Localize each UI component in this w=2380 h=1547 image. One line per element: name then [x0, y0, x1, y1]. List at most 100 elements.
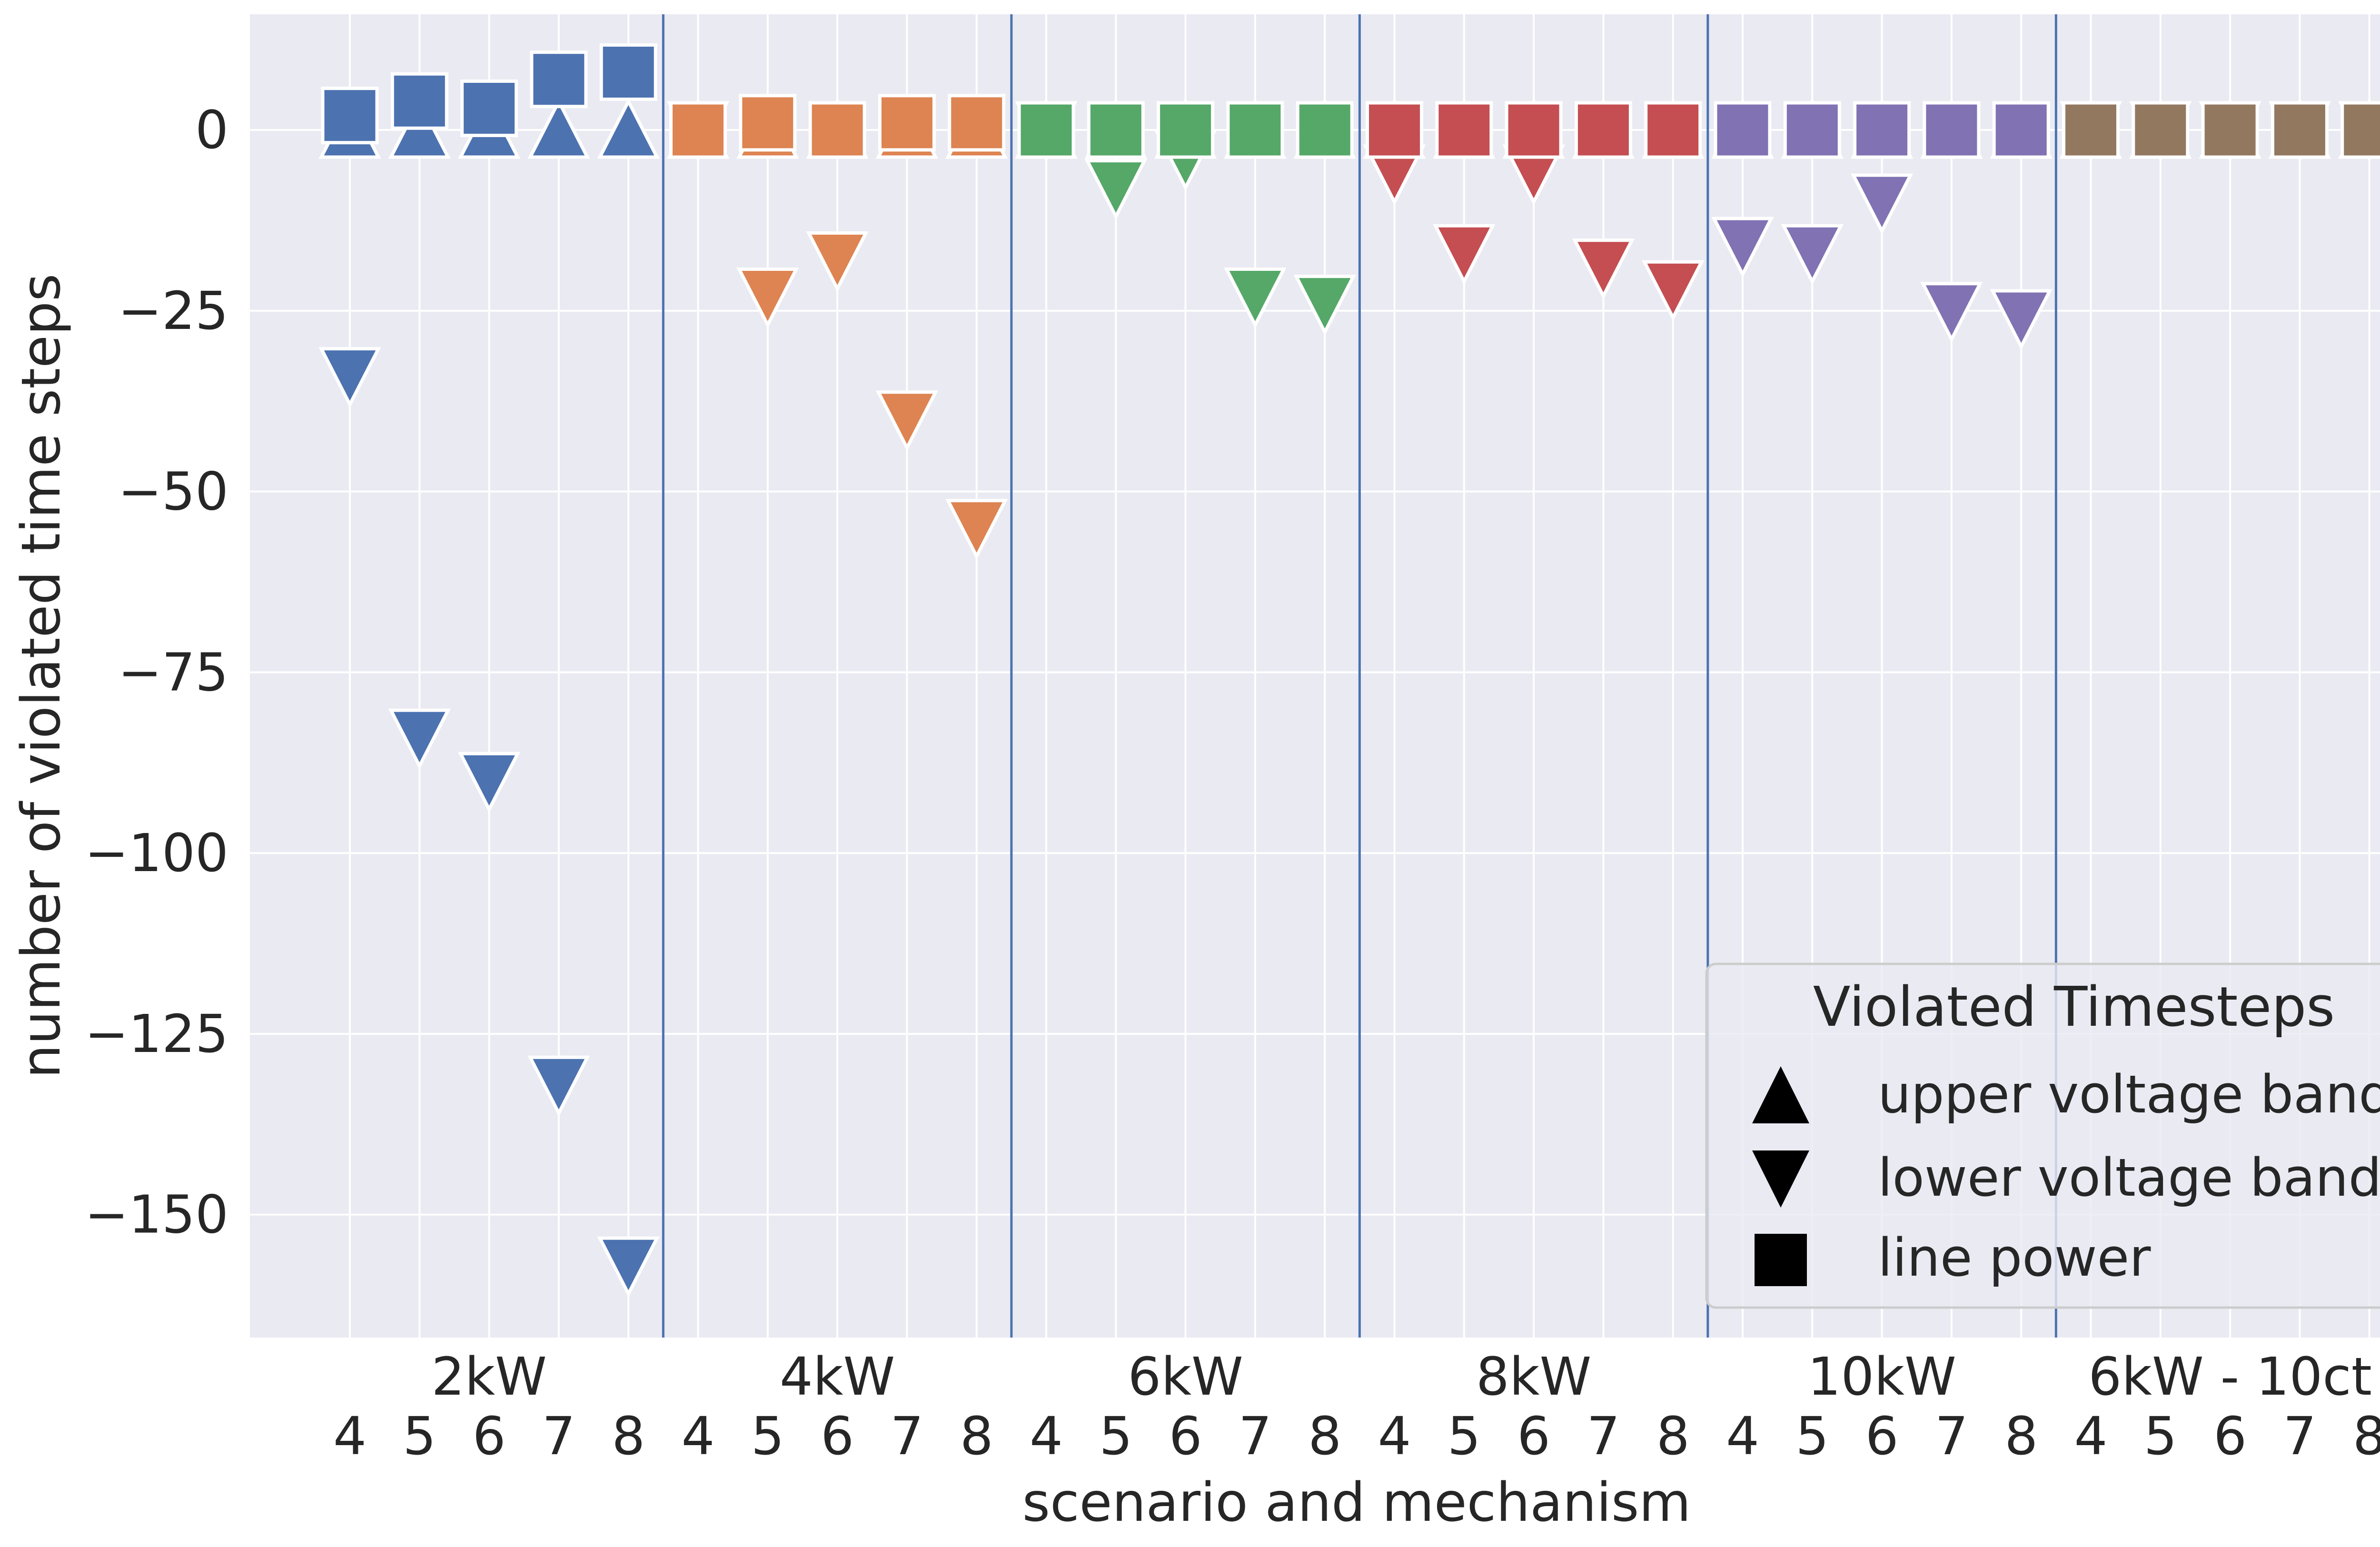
x-tick-label-mechanism: 7	[1935, 1406, 1968, 1467]
x-tick-label-mechanism: 5	[1795, 1406, 1829, 1467]
marker-lower-voltage-band	[1711, 217, 1774, 278]
x-tick-label-mechanism: 4	[682, 1406, 715, 1467]
marker-line-power	[669, 101, 727, 159]
x-tick-label-scenario: 2kW	[431, 1346, 546, 1407]
legend-entry-upper-voltage-band: upper voltage band	[1878, 1064, 2380, 1125]
marker-line-power	[808, 101, 866, 159]
marker-upper-voltage-band	[597, 98, 660, 159]
legend-title: Violated Timesteps	[1813, 975, 2335, 1039]
x-tick-label-mechanism: 4	[1726, 1406, 1759, 1467]
marker-line-power	[1783, 101, 1841, 159]
marker-lower-voltage-band	[1920, 282, 1983, 343]
x-tick-label-scenario: 4kW	[780, 1346, 895, 1407]
marker-line-power	[2132, 101, 2190, 159]
legend-entry-line-power: line power	[1878, 1227, 2151, 1288]
legend: Violated Timesteps upper voltage band lo…	[1705, 962, 2380, 1309]
marker-line-power	[390, 72, 448, 130]
marker-lower-voltage-band	[388, 708, 451, 770]
x-tick-label-mechanism: 5	[1099, 1406, 1132, 1467]
marker-line-power	[1644, 101, 1702, 159]
y-tick-label: −75	[118, 642, 228, 703]
legend-entry-lower-voltage-band: lower voltage band	[1878, 1147, 2380, 1208]
x-tick-label-mechanism: 5	[1448, 1406, 1481, 1467]
marker-line-power	[1226, 101, 1284, 159]
marker-line-power	[1923, 101, 1981, 159]
marker-line-power	[1366, 101, 1423, 159]
x-tick-label-scenario: 6kW	[1128, 1346, 1243, 1407]
marker-lower-voltage-band	[1850, 173, 1914, 235]
x-tick-label-mechanism: 6	[473, 1406, 506, 1467]
x-tick-label-mechanism: 5	[403, 1406, 436, 1467]
y-tick-labels: 0 −25 −50 −75 −100 −125 −150	[85, 99, 228, 1245]
legend-box	[1705, 962, 2380, 1309]
x-tick-label-mechanism: 8	[1656, 1406, 1690, 1467]
x-tick-label-mechanism: 7	[1239, 1406, 1272, 1467]
marker-line-power	[2062, 101, 2120, 159]
marker-lower-voltage-band	[1781, 224, 1844, 285]
x-tick-label-mechanism: 6	[1517, 1406, 1550, 1467]
marker-line-power	[1087, 101, 1145, 159]
marker-lower-voltage-band	[1572, 238, 1635, 300]
marker-lower-voltage-band	[1084, 159, 1148, 220]
marker-lower-voltage-band	[1433, 224, 1496, 285]
legend-triangle-up-icon	[1752, 1066, 1809, 1123]
marker-lower-voltage-band	[597, 1236, 660, 1298]
marker-lower-voltage-band	[527, 1055, 590, 1117]
marker-line-power	[1017, 101, 1075, 159]
x-tick-label-mechanism: 8	[960, 1406, 993, 1467]
x-tick-label-scenario: 6kW - 10ct	[2088, 1346, 2372, 1407]
y-tick-label: −100	[85, 823, 228, 883]
x-tick-label-mechanism: 4	[333, 1406, 367, 1467]
x-tick-label-mechanism: 7	[2283, 1406, 2316, 1467]
data-marks	[318, 43, 2380, 1298]
x-axis-label: scenario and mechanism	[1022, 1472, 1691, 1534]
marker-lower-voltage-band	[1641, 260, 1705, 321]
y-tick-label: −50	[118, 461, 228, 522]
marker-lower-voltage-band	[1293, 275, 1356, 336]
x-tick-label-mechanism: 8	[2004, 1406, 2038, 1467]
y-tick-label: 0	[195, 99, 228, 160]
marker-line-power	[1435, 101, 1493, 159]
marker-line-power	[1505, 101, 1563, 159]
marker-line-power	[1296, 101, 1354, 159]
x-tick-label-mechanism: 8	[2353, 1406, 2380, 1467]
legend-square-icon	[1755, 1234, 1807, 1286]
marker-line-power	[530, 50, 588, 109]
y-tick-label: −150	[85, 1184, 228, 1245]
marker-lower-voltage-band	[1224, 267, 1287, 329]
marker-line-power	[1714, 101, 1772, 159]
marker-line-power	[599, 43, 657, 101]
x-tick-label-mechanism: 4	[2074, 1406, 2108, 1467]
marker-line-power	[321, 87, 379, 145]
x-tick-label-mechanism: 8	[612, 1406, 645, 1467]
y-tick-label: −125	[85, 1003, 228, 1064]
x-tick-label-mechanism: 6	[821, 1406, 854, 1467]
x-tick-label-mechanism: 5	[2144, 1406, 2177, 1467]
marker-line-power	[1574, 101, 1632, 159]
legend-triangle-down-icon	[1752, 1150, 1809, 1208]
x-tick-label-mechanism: 5	[751, 1406, 784, 1467]
y-axis-label: number of violated time steps	[10, 274, 72, 1079]
x-tick-label-mechanism: 4	[1378, 1406, 1411, 1467]
marker-lower-voltage-band	[806, 231, 869, 293]
marker-lower-voltage-band	[1990, 289, 2053, 350]
x-tick-label-mechanism: 7	[542, 1406, 575, 1467]
marker-line-power	[2271, 101, 2329, 159]
x-tick-label-scenario: 10kW	[1807, 1346, 1956, 1407]
y-tick-label: −25	[118, 280, 228, 341]
x-tick-label-mechanism: 6	[2213, 1406, 2247, 1467]
marker-line-power	[460, 79, 518, 137]
x-tick-label-mechanism: 7	[1587, 1406, 1620, 1467]
marker-line-power	[1992, 101, 2050, 159]
marker-line-power	[1157, 101, 1215, 159]
x-tick-label-mechanism: 6	[1169, 1406, 1202, 1467]
x-tick-label-mechanism: 8	[1308, 1406, 1341, 1467]
marker-lower-voltage-band	[875, 390, 939, 452]
marker-lower-voltage-band	[736, 267, 799, 329]
x-tick-label-scenario: 8kW	[1476, 1346, 1591, 1407]
x-tick-label-mechanism: 7	[890, 1406, 923, 1467]
x-tick-label-mechanism: 6	[1865, 1406, 1899, 1467]
marker-line-power	[1853, 101, 1911, 159]
